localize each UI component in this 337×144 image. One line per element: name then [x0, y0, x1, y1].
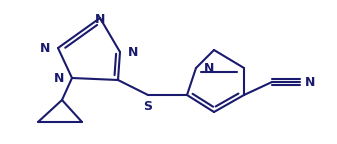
Text: N: N: [95, 13, 105, 26]
Text: N: N: [128, 46, 139, 58]
Text: N: N: [305, 75, 315, 89]
Text: S: S: [144, 100, 153, 113]
Text: N: N: [204, 61, 214, 74]
Text: N: N: [40, 41, 50, 54]
Text: N: N: [54, 72, 64, 85]
